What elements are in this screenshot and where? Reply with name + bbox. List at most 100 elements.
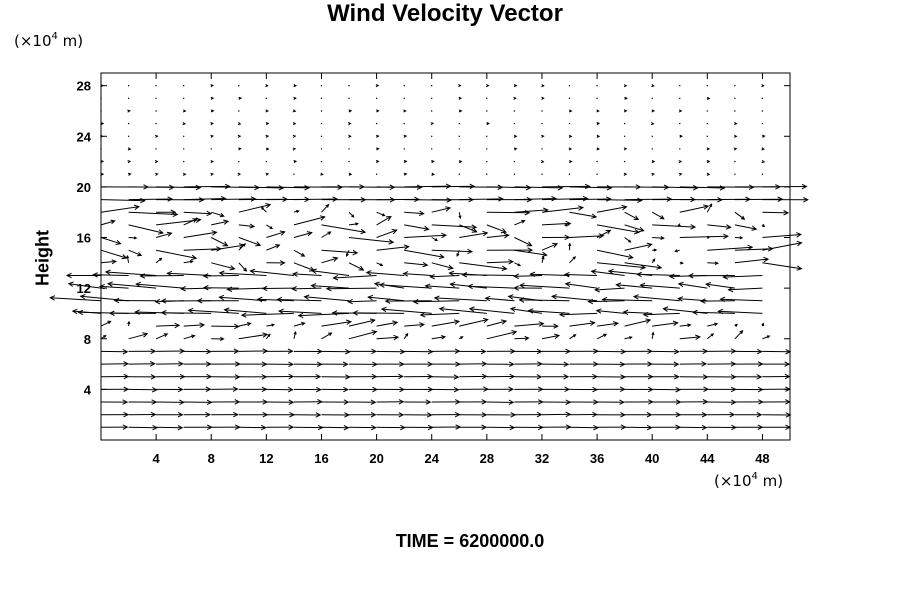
wind-vector-head: [646, 412, 653, 418]
wind-vector-head: [627, 254, 634, 260]
wind-vector-head: [646, 242, 653, 248]
wind-vector-head: [783, 210, 790, 216]
wind-vector-head: [573, 334, 577, 338]
wind-vector: [707, 224, 731, 228]
wind-vector: [238, 224, 255, 227]
vector-point: [761, 122, 764, 125]
wind-vector-head: [481, 399, 488, 405]
vector-point: [458, 173, 460, 175]
wind-vector: [293, 331, 297, 339]
wind-vector: [50, 297, 102, 302]
wind-vector-head: [293, 96, 297, 100]
vector-point: [596, 85, 598, 87]
wind-vector-head: [211, 230, 218, 236]
wind-vector-head: [659, 215, 665, 220]
wind-vector: [762, 262, 802, 270]
wind-vector: [156, 324, 180, 327]
wind-vector-head: [699, 298, 706, 304]
wind-vector: [596, 249, 633, 259]
wind-vector-head: [261, 285, 268, 292]
wind-vector-head: [223, 307, 230, 313]
chart-title: Wind Velocity Vector: [327, 0, 563, 27]
wind-vector-head: [256, 296, 263, 303]
vector-point: [265, 97, 268, 100]
wind-vector: [541, 185, 590, 188]
wind-vector-head: [785, 348, 792, 355]
wind-vector-head: [376, 109, 380, 113]
vector-point: [210, 148, 212, 150]
wind-vector-head: [232, 386, 239, 392]
wind-vector-head: [167, 196, 174, 202]
vector-point: [568, 122, 571, 125]
wind-vector-head: [431, 160, 435, 164]
wind-vector-head: [541, 96, 545, 100]
wind-vector-head: [238, 96, 243, 100]
vector-point: [513, 173, 516, 175]
wind-vector-head: [150, 411, 157, 418]
wind-vector-head: [706, 147, 711, 151]
wind-vector-head: [158, 257, 163, 261]
wind-vector-head: [647, 361, 653, 367]
wind-vector-head: [638, 226, 645, 233]
wind-vector-head: [717, 308, 724, 315]
wind-vector-head: [365, 270, 372, 276]
wind-vector-head: [265, 109, 269, 113]
vector-point: [100, 110, 102, 112]
wind-vector: [126, 255, 130, 263]
wind-vector: [379, 284, 432, 289]
wind-vector: [238, 322, 251, 327]
vector-point: [293, 173, 295, 175]
wind-vector-head: [177, 424, 184, 431]
wind-vector: [597, 262, 646, 269]
wind-vector-head: [369, 318, 376, 324]
vector-point: [431, 148, 433, 150]
vector-point: [513, 160, 516, 163]
wind-vector-head: [431, 172, 435, 176]
wind-vector: [183, 324, 205, 327]
wind-vector-head: [498, 196, 504, 202]
wind-vector: [514, 209, 548, 213]
vector-point: [679, 97, 681, 100]
wind-vector: [643, 312, 680, 316]
wind-vector-head: [747, 244, 754, 251]
wind-vector-head: [229, 265, 236, 271]
wind-vector-head: [601, 296, 608, 303]
wind-vector: [227, 287, 267, 290]
wind-vector-head: [458, 215, 462, 220]
wind-vector-head: [662, 306, 669, 312]
wind-vector-head: [123, 361, 130, 367]
wind-vector-head: [596, 109, 600, 113]
wind-vector: [266, 324, 274, 327]
wind-vector-head: [296, 209, 300, 213]
wind-vector: [381, 308, 432, 314]
wind-vector-head: [243, 267, 248, 272]
wind-vector-head: [677, 223, 681, 227]
wind-vector-head: [265, 134, 270, 138]
vector-point: [375, 122, 378, 125]
wind-vector: [541, 335, 560, 340]
wind-vector: [99, 285, 129, 289]
wind-vector: [597, 224, 639, 233]
wind-vector: [293, 198, 338, 201]
wind-vector: [692, 311, 735, 314]
wind-vector-head: [596, 147, 600, 151]
wind-vector-head: [210, 134, 214, 138]
wind-vector-head: [100, 160, 105, 164]
wind-vector-head: [647, 348, 653, 355]
wind-vector: [430, 275, 460, 278]
wind-vector-head: [619, 386, 626, 393]
wind-vector: [514, 186, 563, 189]
wind-vector-head: [761, 159, 766, 164]
wind-vector-head: [651, 331, 655, 336]
wind-vector-head: [376, 134, 380, 138]
vector-point: [623, 135, 626, 137]
wind-vector-head: [612, 321, 620, 327]
y-tick-label: 12: [77, 281, 91, 296]
wind-vector: [404, 224, 429, 230]
wind-vector-head: [416, 184, 423, 190]
wind-vector-head: [360, 228, 367, 235]
wind-vector-head: [306, 231, 313, 237]
wind-vector-head: [529, 271, 536, 278]
vector-point: [706, 110, 708, 112]
